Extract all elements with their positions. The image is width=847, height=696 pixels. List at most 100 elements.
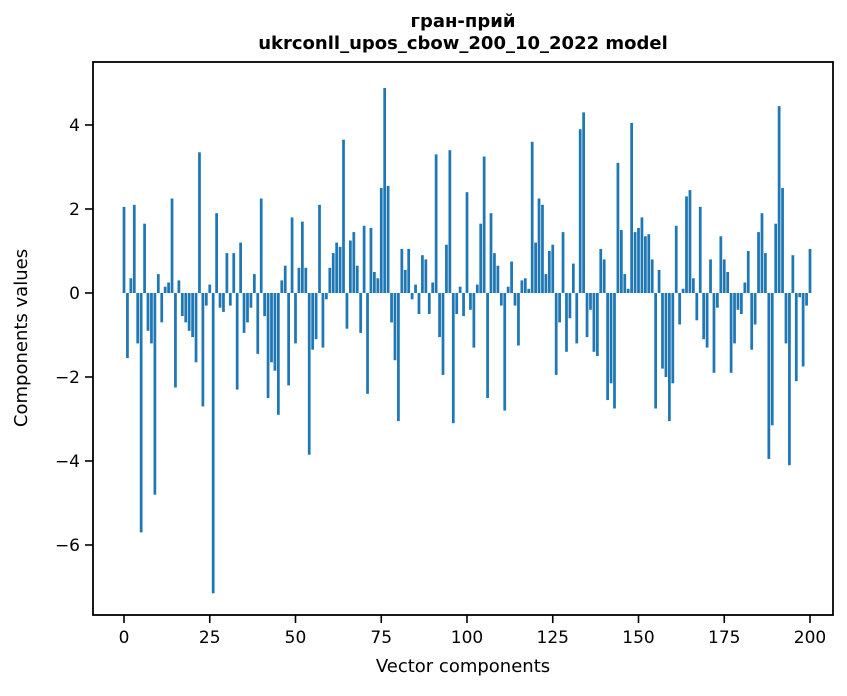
bar <box>808 248 812 293</box>
bar <box>733 293 736 344</box>
bar <box>650 259 654 293</box>
bar <box>798 293 802 298</box>
bar <box>307 293 311 455</box>
bar <box>506 286 510 293</box>
bar <box>568 293 572 319</box>
bar <box>290 217 294 293</box>
bar <box>616 162 620 293</box>
bar <box>163 286 167 293</box>
bar <box>448 150 452 293</box>
y-axis-label: Components values <box>11 249 32 427</box>
bar <box>606 293 609 401</box>
bar <box>709 259 712 293</box>
bar <box>225 253 229 293</box>
bar <box>767 293 771 459</box>
bar <box>585 293 589 338</box>
bar <box>445 244 448 293</box>
bar <box>602 259 606 293</box>
bar <box>613 293 616 409</box>
bar <box>184 293 188 323</box>
bar <box>160 293 164 323</box>
bar <box>276 293 280 415</box>
bar <box>228 293 232 306</box>
bar <box>300 221 304 293</box>
bar <box>589 293 592 310</box>
bar <box>482 156 486 293</box>
bar <box>431 282 435 293</box>
bar <box>335 242 339 293</box>
x-tick-label: 50 <box>285 628 307 648</box>
bar <box>400 248 404 293</box>
x-tick-label: 100 <box>451 628 483 648</box>
bar <box>541 204 544 293</box>
bar <box>722 259 726 293</box>
chart-title-line1: гран-прий <box>411 11 516 32</box>
bar <box>455 293 459 314</box>
bar <box>373 272 376 293</box>
bar <box>558 293 561 323</box>
bar <box>475 284 479 293</box>
bar <box>129 278 133 293</box>
bar <box>716 293 719 308</box>
bar <box>743 282 747 293</box>
bar <box>143 223 146 293</box>
bar <box>633 232 637 293</box>
bar <box>681 288 685 293</box>
bar <box>386 185 390 293</box>
bar <box>383 88 387 293</box>
x-tick-label: 75 <box>370 628 392 648</box>
bar <box>132 204 136 293</box>
bar <box>270 293 273 363</box>
bar <box>688 190 692 293</box>
bar <box>774 223 778 293</box>
bar <box>671 293 675 384</box>
bar <box>369 227 373 293</box>
bar <box>379 188 383 293</box>
bar <box>698 206 702 293</box>
bar <box>702 293 706 340</box>
bar <box>438 293 441 338</box>
bar <box>376 278 380 293</box>
bar <box>750 293 754 350</box>
bar <box>736 293 740 310</box>
bar <box>390 293 393 323</box>
bar <box>592 293 596 352</box>
bar <box>362 225 366 293</box>
x-axis-label: Vector components <box>376 656 550 677</box>
bar <box>637 227 640 293</box>
bar <box>232 253 236 293</box>
bar <box>328 267 332 293</box>
bar <box>472 293 476 348</box>
bar <box>791 255 795 293</box>
bar <box>174 293 177 388</box>
bar <box>726 272 730 293</box>
bar <box>441 293 445 375</box>
y-axis-ticks: 4 2 0 −2 −4 −6 <box>55 116 93 556</box>
bar <box>595 293 599 356</box>
bar <box>760 213 764 293</box>
bar <box>657 269 661 293</box>
bar <box>654 293 658 409</box>
bar <box>215 213 218 293</box>
bar <box>599 248 603 293</box>
bar <box>139 293 143 533</box>
bar <box>338 246 342 293</box>
bar <box>805 293 808 306</box>
bar <box>421 255 424 293</box>
plot-frame <box>92 61 834 616</box>
bar <box>685 196 688 293</box>
y-tick-label: −2 <box>55 368 80 388</box>
bar <box>136 293 140 344</box>
bar <box>304 267 308 293</box>
bar <box>554 293 558 375</box>
bar <box>146 293 150 331</box>
x-tick-label: 175 <box>708 628 740 648</box>
bar <box>331 253 335 293</box>
bar <box>499 293 503 306</box>
bar <box>740 293 743 314</box>
y-tick-label: 0 <box>69 284 80 304</box>
bars-group <box>122 88 812 594</box>
bar <box>479 223 483 293</box>
bar <box>249 293 253 308</box>
